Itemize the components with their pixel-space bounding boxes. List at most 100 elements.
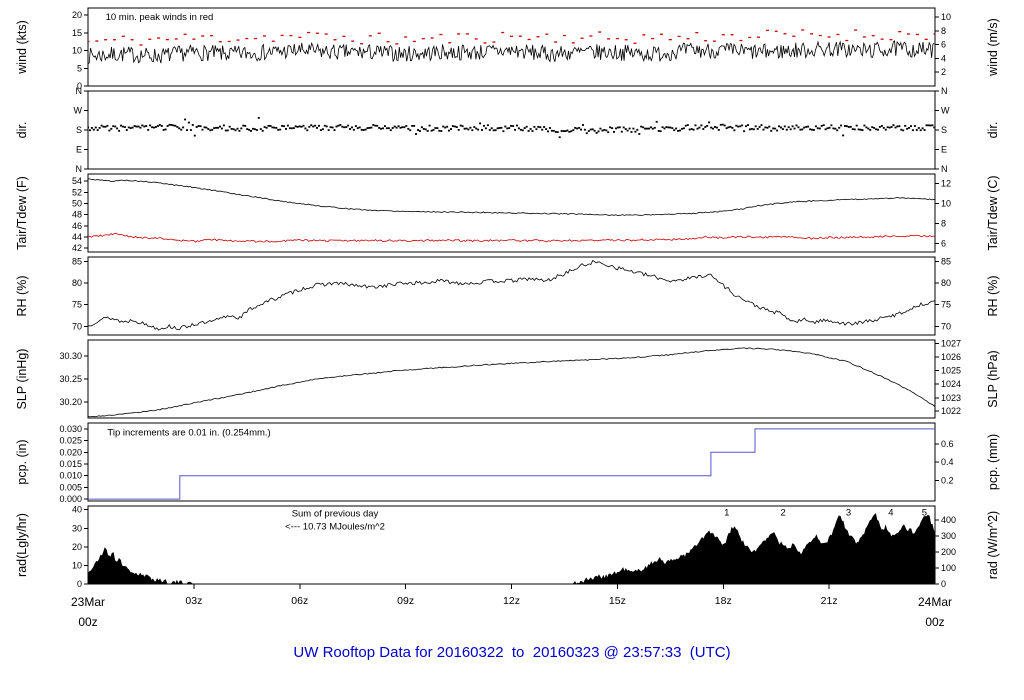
ytick-temp: 50 — [72, 199, 82, 209]
series-solar-radiation — [88, 513, 935, 584]
series-relative-humidity — [88, 259, 935, 331]
ytick-slp: 30.30 — [59, 351, 82, 361]
ytick-dir: E — [76, 145, 82, 155]
ytick-wind: 8 — [941, 26, 946, 36]
panel-rh: 70 75 80 85 70 75 80 85 RH (%) RH (%) — [15, 256, 1000, 336]
ytick-rh: 85 — [72, 256, 82, 266]
ylabel-right-slp: SLP (hPa) — [986, 350, 1000, 407]
ylabel-left-rh: RH (%) — [15, 276, 29, 317]
ylabel-left-slp: SLP (inHg) — [15, 349, 29, 410]
ytick-rad: 100 — [941, 563, 956, 573]
ytick-pcp: 0.005 — [59, 482, 82, 492]
ylabel-left-pcp: pcp. (in) — [15, 439, 29, 484]
panel-wind: 0 5 10 15 20 2 4 6 8 10 wind (kts) wind (m/s) 10 min… — [15, 7, 1000, 91]
ytick-slp: 30.25 — [59, 374, 82, 384]
ytick-rad: 40 — [72, 505, 82, 515]
ytick-temp: 42 — [72, 243, 82, 253]
ytick-pcp: 0.6 — [941, 439, 954, 449]
ytick-dir: W — [74, 106, 83, 116]
xtick-label: 21z — [821, 595, 838, 607]
ylabel-right-dir: dir. — [986, 122, 1000, 139]
ytick-rh: 75 — [941, 300, 951, 310]
annotation-rad-5: 4 — [888, 508, 893, 519]
ytick-temp: 46 — [72, 221, 82, 231]
ytick-temp: 48 — [72, 210, 82, 220]
annotation-rad-0: Sum of previous day — [292, 508, 379, 519]
ytick-rh: 75 — [72, 300, 82, 310]
ytick-dir: N — [941, 86, 948, 96]
panel-frame-slp — [87, 339, 936, 419]
ylabel-left-rad: rad(Lgly/hr) — [15, 513, 29, 577]
ytick-slp: 1022 — [941, 406, 961, 416]
ytick-rad: 0 — [941, 579, 946, 589]
ytick-rh: 85 — [941, 256, 951, 266]
annotation-wind-0: 10 min. peak winds in red — [106, 12, 214, 23]
ytick-wind: 6 — [941, 40, 946, 50]
end-date-label: 00z — [925, 615, 944, 629]
ytick-rh: 80 — [941, 278, 951, 288]
series-wind-speed — [88, 40, 935, 65]
xtick-label: 12z — [503, 595, 520, 607]
ytick-wind: 15 — [72, 28, 82, 38]
ytick-pcp: 0.010 — [59, 471, 82, 481]
ytick-pcp: 0.015 — [59, 459, 82, 469]
ytick-rad: 200 — [941, 547, 956, 557]
ytick-temp: 10 — [941, 199, 951, 209]
ytick-slp: 1025 — [941, 366, 961, 376]
ytick-dir: N — [76, 86, 83, 96]
ytick-rh: 70 — [941, 321, 951, 331]
series-sea-level-pressure — [88, 347, 935, 418]
start-date-label: 23Mar — [71, 595, 105, 609]
ytick-wind: 10 — [941, 12, 951, 22]
x-axis: 03z 06z 09z 12z 15z 18z 21z 23Mar 00z 24Mar 00z — [71, 584, 952, 629]
ylabel-right-rad: rad (W/m^2) — [986, 511, 1000, 579]
xtick-label: 03z — [185, 595, 202, 607]
ytick-dir: S — [76, 125, 82, 135]
panel-frame-wind — [87, 7, 936, 87]
start-date-label: 00z — [78, 615, 97, 629]
ytick-rad: 300 — [941, 531, 956, 541]
ytick-wind: 0 — [77, 81, 82, 91]
ytick-temp: 52 — [72, 187, 82, 197]
ylabel-left-temp: Tair/Tdew (F) — [15, 176, 29, 250]
ytick-slp: 30.20 — [59, 397, 82, 407]
ytick-pcp: 0.030 — [59, 424, 82, 434]
ytick-dir: N — [941, 164, 948, 174]
series-tair — [88, 178, 935, 217]
ytick-slp: 1024 — [941, 379, 961, 389]
xtick-label: 18z — [715, 595, 732, 607]
ytick-temp: 44 — [72, 232, 82, 242]
series-wind-direction — [88, 117, 935, 139]
series-precip-accum — [88, 428, 935, 500]
annotation-rad-1: <--- 10.73 MJoules/m^2 — [285, 522, 385, 533]
panel-frame-dir — [87, 90, 936, 170]
xtick-label: 15z — [609, 595, 626, 607]
ytick-wind: 20 — [72, 10, 82, 20]
ytick-dir: S — [941, 125, 947, 135]
ytick-slp: 1027 — [941, 339, 961, 349]
annotation-rad-3: 2 — [781, 508, 786, 519]
ytick-temp: 6 — [941, 239, 946, 249]
ytick-temp: 8 — [941, 219, 946, 229]
end-date-label: 24Mar — [918, 595, 952, 609]
annotation-rad-6: 5 — [922, 508, 927, 519]
ytick-wind: 2 — [941, 67, 946, 77]
ytick-wind: 4 — [941, 53, 946, 63]
ytick-wind: 5 — [77, 63, 82, 73]
ylabel-left-dir: dir. — [15, 122, 29, 139]
annotation-pcp-0: Tip increments are 0.01 in. (0.254mm.) — [107, 428, 270, 439]
ytick-temp: 54 — [72, 176, 82, 186]
ylabel-left-wind: wind (kts) — [15, 20, 29, 74]
panel-frame-rh — [87, 256, 936, 336]
ytick-pcp: 0.025 — [59, 436, 82, 446]
panel-slp: 30.20 30.25 30.30 1022 1023 1024 1025 1026 1027 S… — [15, 339, 1000, 419]
ytick-slp: 1023 — [941, 393, 961, 403]
ytick-slp: 1026 — [941, 352, 961, 362]
ytick-dir: N — [76, 164, 83, 174]
